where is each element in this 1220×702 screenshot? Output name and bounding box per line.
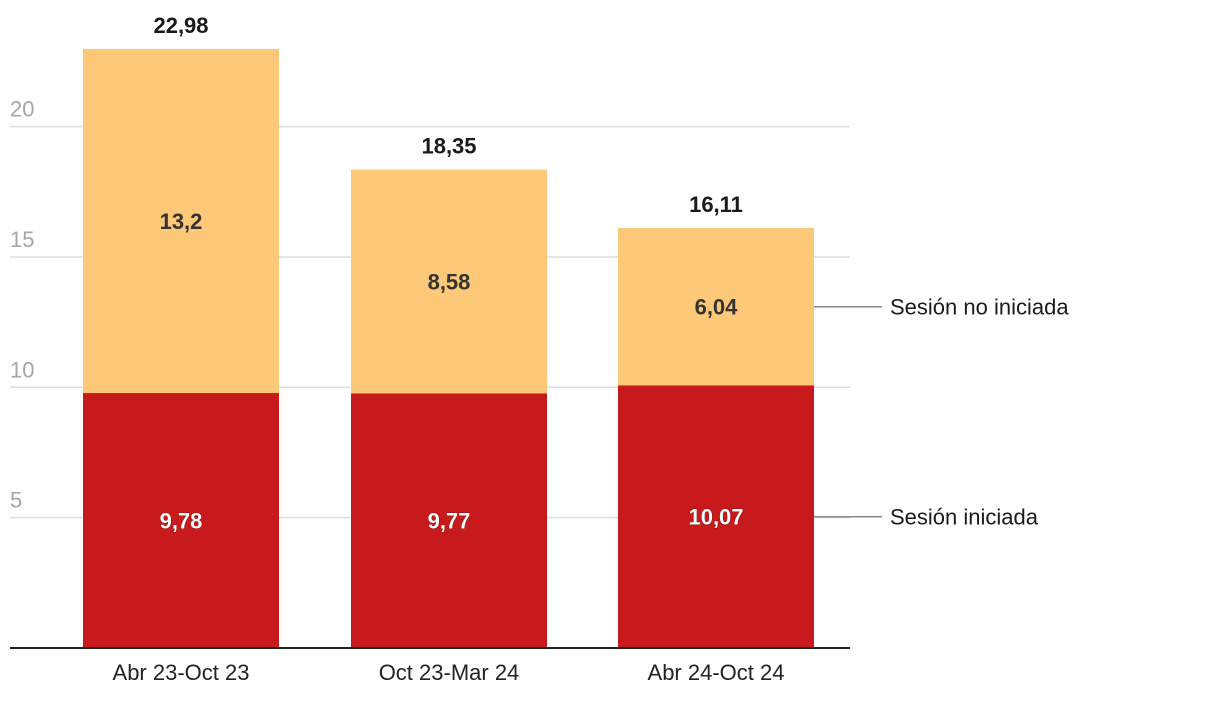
bar-segment-sesion-iniciada [83,393,279,648]
data-label-sesion-no-iniciada: 8,58 [428,269,471,294]
data-label-sesion-no-iniciada: 6,04 [695,295,739,320]
x-tick-label: Oct 23-Mar 24 [379,660,520,685]
data-label-sesion-iniciada: 9,78 [160,509,203,534]
x-tick-label: Abr 23-Oct 23 [113,660,250,685]
legend-sesion-iniciada: Sesión iniciada [890,505,1039,530]
data-labels: 9,78 13,2 22,98 9,77 8,58 18,35 10,07 6,04 16,11 [153,13,743,534]
y-tick-label: 5 [10,488,22,513]
data-label-sesion-no-iniciada: 13,2 [160,209,203,234]
bar-segment-sesion-iniciada [618,385,814,648]
bar-segment-sesion-no-iniciada [351,169,547,394]
total-label: 22,98 [153,13,208,38]
y-tick-label: 10 [10,357,34,382]
y-axis-ticks: 5 10 15 20 [10,97,34,513]
total-label: 16,11 [689,192,743,217]
x-axis: Abr 23-Oct 23 Oct 23-Mar 24 Abr 24-Oct 24 [10,647,850,685]
x-tick-label: Abr 24-Oct 24 [648,660,785,685]
bar-segment-sesion-no-iniciada [618,228,814,386]
bars [83,48,814,648]
bar-segment-sesion-iniciada [351,393,547,648]
bar-segment-sesion-no-iniciada [83,48,279,394]
data-label-sesion-iniciada: 9,77 [428,509,471,534]
data-label-sesion-iniciada: 10,07 [688,505,743,530]
legend: Sesión no iniciada Sesión iniciada [814,295,1069,530]
total-label: 18,35 [421,134,476,159]
y-tick-label: 15 [10,227,34,252]
legend-sesion-no-iniciada: Sesión no iniciada [890,295,1069,320]
y-tick-label: 20 [10,97,34,122]
